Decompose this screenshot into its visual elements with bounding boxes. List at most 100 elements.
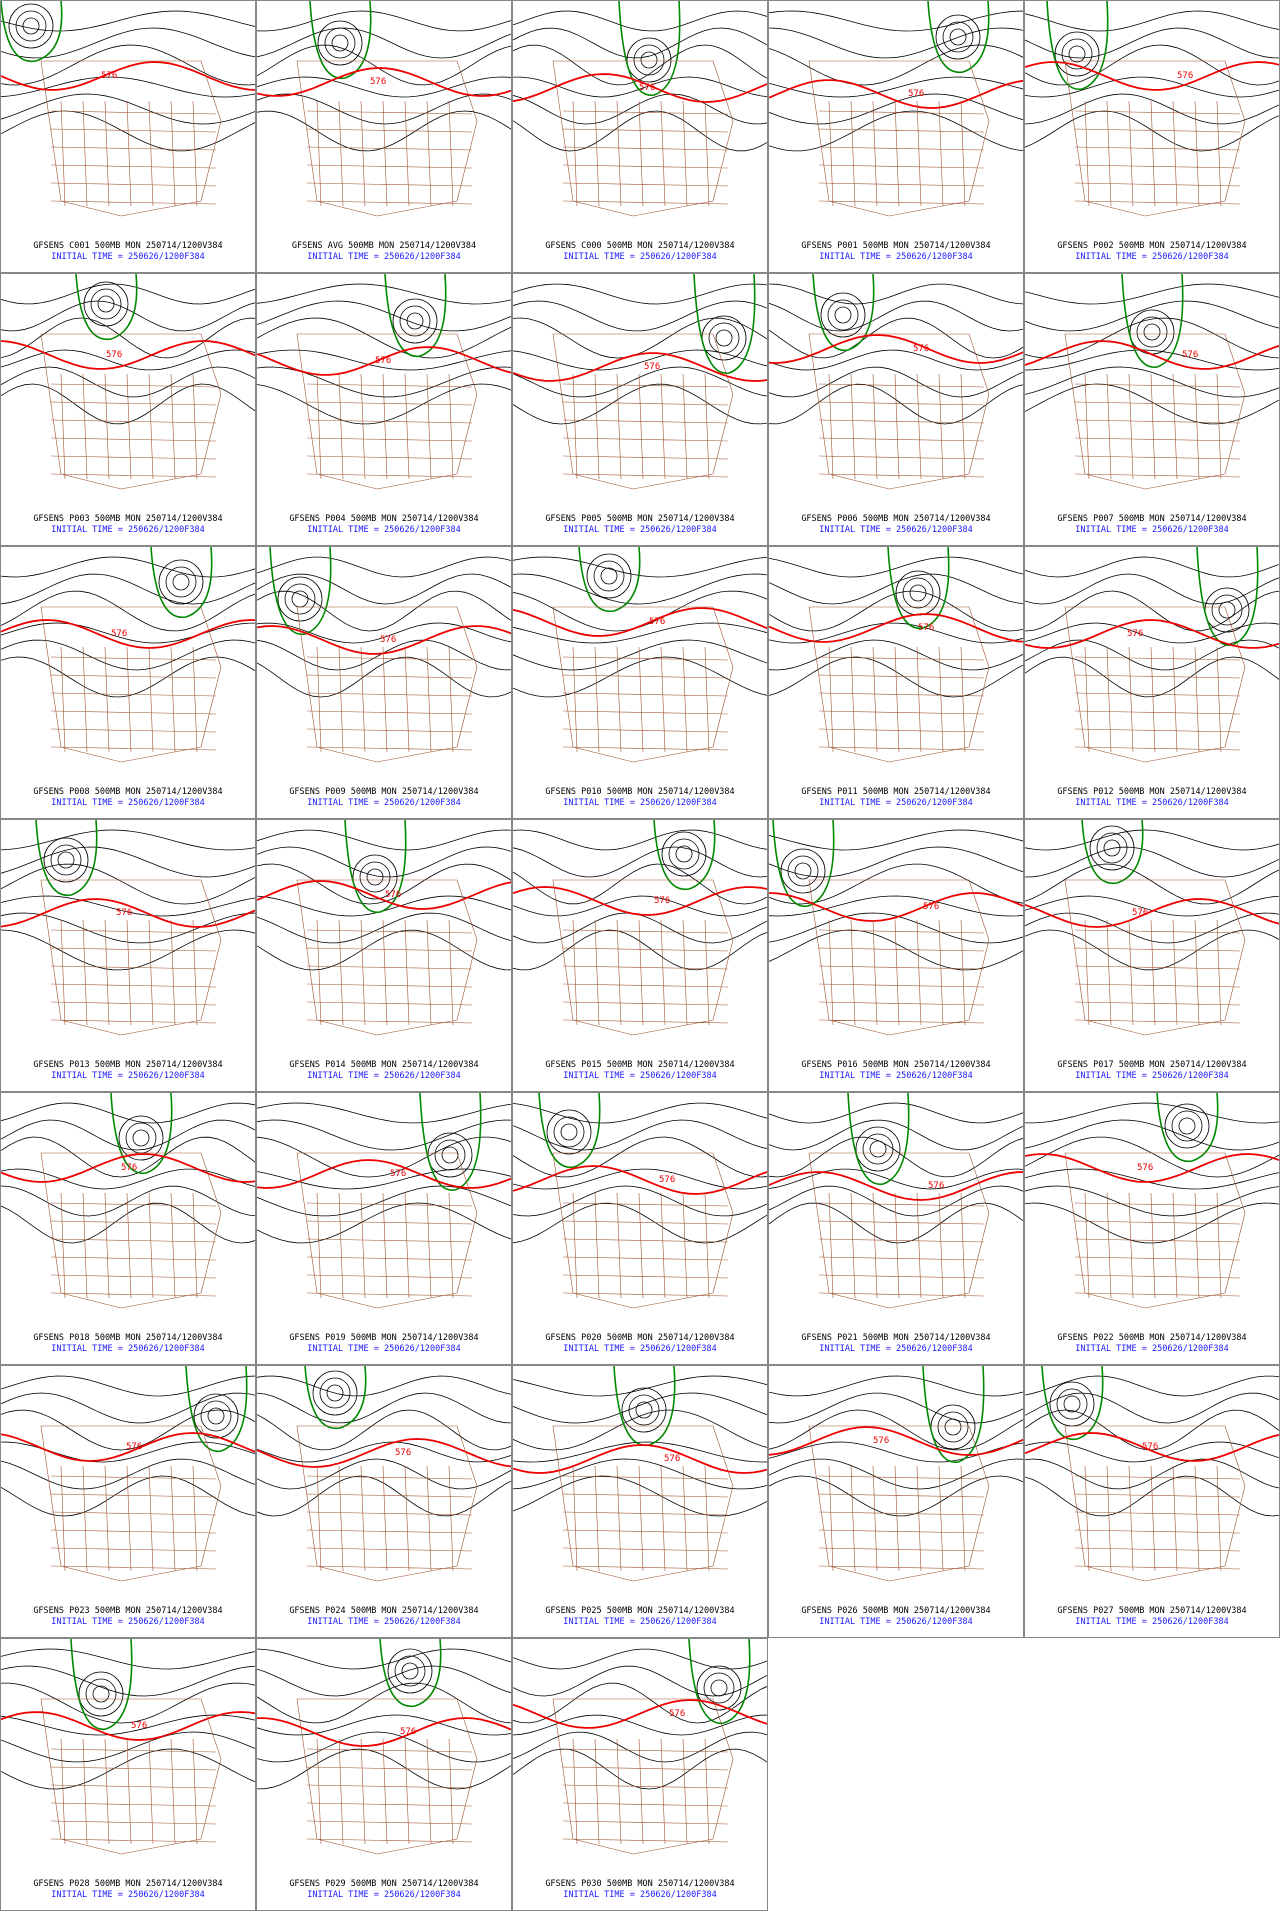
height-contour [1025, 283, 1279, 305]
low-contour [593, 560, 625, 592]
height-contour [1, 1714, 255, 1736]
panel-label: GFSENS P014 500MB MON 250714/1200V384 [289, 1060, 479, 1070]
contour-label: 576 [111, 629, 128, 639]
panel-label: GFSENS P030 500MB MON 250714/1200V384 [545, 1879, 735, 1889]
borders [40, 879, 222, 1036]
contour-576 [1025, 340, 1279, 370]
borders [552, 1425, 734, 1582]
panel-label: GFSENS P008 500MB MON 250714/1200V384 [33, 787, 223, 797]
height-contour [769, 1185, 1023, 1217]
height-contour [1, 283, 255, 305]
contour-label: 576 [1127, 629, 1144, 639]
initial-time: INITIAL TIME = 250626/1200F384 [819, 252, 973, 262]
low-contour [696, 1665, 742, 1711]
height-contour [1025, 349, 1279, 371]
map-panel: 576 GFSENS C001 500MB MON 250714/1200V384… [0, 0, 256, 273]
contour-576 [1, 898, 255, 928]
height-contour [513, 1409, 767, 1451]
height-contour [257, 656, 511, 698]
low-contour [553, 1116, 585, 1148]
height-contour [513, 93, 767, 125]
height-contour [769, 349, 1023, 371]
map [1025, 820, 1279, 1036]
map-panel: 576 GFSENS P024 500MB MON 250714/1200V384… [256, 1365, 512, 1638]
map [257, 274, 511, 490]
contour-576 [513, 607, 767, 637]
height-contour [513, 573, 767, 605]
panel-label: GFSENS C000 500MB MON 250714/1200V384 [545, 241, 735, 251]
height-contour [513, 1648, 767, 1670]
height-contour [257, 283, 511, 305]
height-contour [769, 1375, 1023, 1397]
low-contour [359, 861, 391, 893]
low-contour [118, 1115, 164, 1161]
height-contour [513, 929, 767, 971]
contour-label: 576 [375, 356, 392, 366]
height-contour [769, 1136, 1023, 1178]
contour-552 [185, 1366, 248, 1452]
map [513, 274, 767, 490]
height-contour [1, 912, 255, 944]
map-panel: 576 GFSENS P022 500MB MON 250714/1200V384… [1024, 1092, 1280, 1365]
low-contour [394, 1655, 426, 1687]
map-panel: 576 GFSENS P023 500MB MON 250714/1200V384… [0, 1365, 256, 1638]
low-contour [291, 590, 309, 608]
borders [552, 606, 734, 763]
low-contour [942, 21, 974, 53]
height-contour [513, 1714, 767, 1736]
initial-time: INITIAL TIME = 250626/1200F384 [51, 1071, 205, 1081]
contour-label: 576 [913, 344, 930, 354]
height-contour [257, 1714, 511, 1736]
panel-label: GFSENS P029 500MB MON 250714/1200V384 [289, 1879, 479, 1889]
initial-time: INITIAL TIME = 250626/1200F384 [563, 1071, 717, 1081]
panel-label: GFSENS P026 500MB MON 250714/1200V384 [801, 1606, 991, 1616]
initial-time: INITIAL TIME = 250626/1200F384 [1075, 1071, 1229, 1081]
low-contour [1089, 825, 1135, 871]
panel-label: GFSENS P017 500MB MON 250714/1200V384 [1057, 1060, 1247, 1070]
map [1025, 274, 1279, 490]
borders [40, 1425, 222, 1582]
map-panel: 576 GFSENS P005 500MB MON 250714/1200V384… [512, 273, 768, 546]
low-contour [366, 868, 384, 886]
map-panel: 576 GFSENS P027 500MB MON 250714/1200V384… [1024, 1365, 1280, 1638]
height-contour [1025, 590, 1279, 632]
low-contour [1056, 1388, 1088, 1420]
initial-time: INITIAL TIME = 250626/1200F384 [307, 1344, 461, 1354]
height-contour [257, 590, 511, 632]
contour-576 [1, 1711, 255, 1741]
borders [808, 879, 990, 1036]
panel-label: GFSENS P015 500MB MON 250714/1200V384 [545, 1060, 735, 1070]
map [1, 1639, 255, 1855]
height-contour [513, 349, 767, 371]
low-contour [158, 559, 204, 605]
initial-time: INITIAL TIME = 250626/1200F384 [1075, 525, 1229, 535]
height-contour [1025, 1136, 1279, 1178]
initial-time: INITIAL TIME = 250626/1200F384 [819, 1617, 973, 1627]
borders [296, 606, 478, 763]
borders [296, 60, 478, 217]
height-contour [513, 317, 767, 359]
contour-576 [1025, 619, 1279, 649]
height-contour [1, 1392, 255, 1424]
height-contour [513, 1475, 767, 1517]
borders [808, 1152, 990, 1309]
panel-label: GFSENS P001 500MB MON 250714/1200V384 [801, 241, 991, 251]
low-contour [640, 51, 658, 69]
map-panel: 576 GFSENS P029 500MB MON 250714/1200V384… [256, 1638, 512, 1911]
map [769, 1093, 1023, 1309]
contour-576 [513, 1699, 767, 1729]
map [1025, 1, 1279, 217]
contour-label: 576 [1142, 1442, 1159, 1452]
height-contour [1, 93, 255, 125]
height-contour [513, 1665, 767, 1697]
height-contour [1025, 912, 1279, 944]
contour-576 [1025, 898, 1279, 928]
height-contour [257, 1731, 511, 1763]
height-contour [769, 895, 1023, 917]
contour-552 [1046, 1, 1109, 90]
map-panel: 576 GFSENS P020 500MB MON 250714/1200V384… [512, 1092, 768, 1365]
borders [40, 333, 222, 490]
low-contour [621, 1387, 667, 1433]
low-contour [1096, 832, 1128, 864]
height-contour [769, 44, 1023, 86]
